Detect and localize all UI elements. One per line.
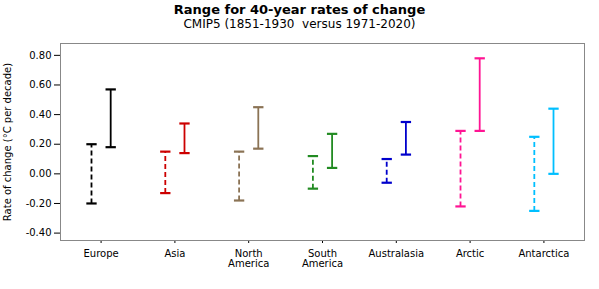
svg-text:Asia: Asia — [164, 248, 185, 259]
svg-text:0.80: 0.80 — [29, 50, 51, 61]
svg-text:-0.20: -0.20 — [26, 198, 52, 209]
svg-text:NorthAmerica: NorthAmerica — [228, 248, 269, 269]
svg-text:0.00: 0.00 — [29, 168, 51, 179]
svg-text:0.40: 0.40 — [29, 109, 51, 120]
svg-text:Antarctica: Antarctica — [518, 248, 569, 259]
svg-text:0.60: 0.60 — [29, 79, 51, 90]
svg-text:Australasia: Australasia — [369, 248, 425, 259]
svg-text:SouthAmerica: SouthAmerica — [302, 248, 343, 269]
html-text:CMIP5 (1851-1930 versus 1971-2: CMIP5 (1851-1930 versus 1971-2020) — [183, 17, 416, 31]
html-text:Range for 40-year rates of cha: Range for 40-year rates of change — [173, 2, 426, 17]
svg-text:0.20: 0.20 — [29, 138, 51, 149]
svg-text:-0.40: -0.40 — [26, 227, 52, 238]
svg-text:Europe: Europe — [84, 248, 119, 259]
svg-text:Rate of change (°C per decade): Rate of change (°C per decade) — [2, 63, 13, 221]
svg-text:Arctic: Arctic — [456, 248, 484, 259]
